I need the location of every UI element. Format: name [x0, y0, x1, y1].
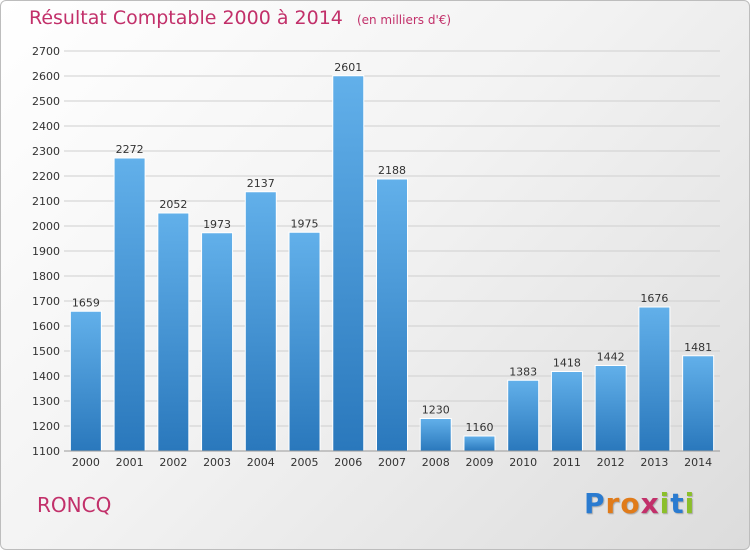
bar-2005 — [288, 231, 321, 452]
bar-value-label: 2188 — [378, 164, 406, 177]
bar-2002 — [157, 212, 190, 452]
x-tick-label: 2002 — [159, 456, 187, 469]
y-tick-label: 1200 — [32, 420, 60, 433]
x-tick-label: 2012 — [597, 456, 625, 469]
bar-value-label: 2137 — [247, 177, 275, 190]
y-tick-label: 2400 — [32, 120, 60, 133]
x-tick-label: 2010 — [509, 456, 537, 469]
logo-letter: o — [620, 487, 641, 520]
x-tick-label: 2011 — [553, 456, 581, 469]
x-tick-label: 2004 — [247, 456, 275, 469]
bar-value-label: 1383 — [509, 365, 537, 378]
logo-letter: i — [684, 487, 696, 520]
bar-value-label: 2052 — [159, 198, 187, 211]
y-tick-label: 1400 — [32, 370, 60, 383]
x-tick-label: 2005 — [291, 456, 319, 469]
x-axis: 2000 2001 2002 2003 2004 2005 2006 2007 2008 2009… — [64, 450, 720, 469]
bar-value-label: 1975 — [291, 217, 319, 230]
logo-letter: x — [640, 487, 660, 520]
title-text: Résultat Comptable 2000 à 2014 — [29, 7, 343, 29]
bar-2010 — [507, 379, 540, 452]
x-tick-label: 2001 — [116, 456, 144, 469]
bar-value-label: 1481 — [684, 341, 712, 354]
logo-letter: r — [605, 487, 621, 520]
logo-letter: P — [584, 487, 606, 520]
bar-value-label: 1973 — [203, 218, 231, 231]
bar-2013 — [638, 306, 671, 452]
x-tick-label: 2000 — [72, 456, 100, 469]
x-tick-label: 2007 — [378, 456, 406, 469]
y-tick-label: 1700 — [32, 295, 60, 308]
y-tick-label: 1500 — [32, 345, 60, 358]
bar-2011 — [550, 371, 583, 452]
proxiti-logo[interactable]: Proxiti — [584, 487, 695, 520]
bar-2008 — [419, 418, 452, 452]
logo-letter: i — [659, 487, 671, 520]
bar-2009 — [463, 435, 496, 452]
y-tick-label: 1800 — [32, 270, 60, 283]
x-tick-label: 2009 — [465, 456, 493, 469]
bar-value-label: 2601 — [334, 61, 362, 74]
y-tick-label: 2100 — [32, 195, 60, 208]
y-tick-label: 1100 — [32, 445, 60, 458]
y-tick-label: 2000 — [32, 220, 60, 233]
y-tick-label: 2300 — [32, 145, 60, 158]
bar-value-label: 2272 — [116, 143, 144, 156]
x-tick-label: 2008 — [422, 456, 450, 469]
commune-name: RONCQ — [37, 493, 112, 517]
x-tick-label: 2006 — [334, 456, 362, 469]
y-tick-label: 1300 — [32, 395, 60, 408]
bar-2003 — [201, 232, 234, 452]
bar-value-label: 1230 — [422, 404, 450, 417]
logo-letter: t — [670, 487, 685, 520]
bar-2000 — [69, 310, 102, 452]
y-axis: 1100 1200 1300 1400 1500 1600 1700 1800 1900 2000… — [32, 45, 60, 458]
bar-2006 — [332, 75, 365, 452]
bar-2012 — [594, 365, 627, 452]
x-tick-label: 2014 — [684, 456, 712, 469]
bar-value-label: 1442 — [597, 351, 625, 364]
y-tick-label: 2500 — [32, 95, 60, 108]
bar-value-label: 1418 — [553, 357, 581, 370]
bar-2014 — [682, 355, 715, 452]
bar-2001 — [113, 157, 146, 452]
x-tick-label: 2013 — [640, 456, 668, 469]
y-tick-label: 2700 — [32, 45, 60, 58]
bar-2007 — [376, 178, 408, 452]
unit-note: (en milliers d'€) — [356, 13, 452, 27]
chart-title: Résultat Comptable 2000 à 2014 (en milli… — [29, 7, 451, 29]
x-tick-label: 2003 — [203, 456, 231, 469]
bar-value-label: 1160 — [465, 421, 493, 434]
y-tick-label: 2600 — [32, 70, 60, 83]
bar-2004 — [244, 191, 277, 452]
y-tick-label: 1600 — [32, 320, 60, 333]
bar-value-label: 1659 — [72, 296, 100, 309]
bar-value-label: 1676 — [640, 292, 668, 305]
bars: 1659 2272 2052 1973 2137 1975 2601 2188 1230 1160… — [69, 61, 715, 452]
y-tick-label: 2200 — [32, 170, 60, 183]
y-tick-label: 1900 — [32, 245, 60, 258]
